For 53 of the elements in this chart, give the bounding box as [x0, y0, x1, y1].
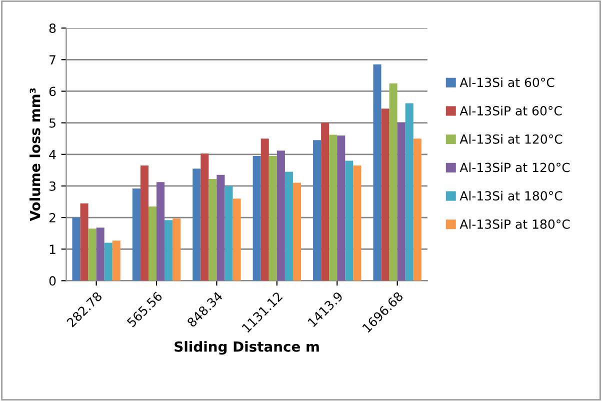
- bar: [80, 203, 88, 281]
- bar: [224, 186, 233, 281]
- bar: [313, 140, 322, 281]
- y-tick-label: 8: [49, 24, 56, 33]
- bar: [284, 172, 293, 281]
- bar: [140, 165, 148, 281]
- bar: [104, 242, 112, 281]
- bar: [337, 135, 346, 281]
- bar: [216, 174, 225, 281]
- bar: [268, 156, 277, 281]
- y-tick-label: 5: [50, 118, 56, 128]
- legend-label: Al-13SiP at 60°C: [460, 106, 562, 116]
- y-tick-label: 2: [49, 213, 56, 222]
- bar: [353, 165, 362, 281]
- bar: [397, 122, 406, 281]
- bar: [72, 218, 80, 281]
- bar: [232, 198, 241, 281]
- bar: [156, 182, 165, 281]
- y-axis-title: Volume loss mm³: [30, 88, 40, 222]
- bar: [373, 64, 382, 281]
- y-tick-label: 0: [49, 276, 56, 286]
- bar: [132, 188, 140, 281]
- y-tick-label: 3: [50, 181, 56, 191]
- legend-label: Al-13Si at 180°C: [460, 190, 562, 201]
- bar: [164, 220, 173, 281]
- bar: [321, 122, 330, 281]
- y-tick-label: 7: [50, 55, 56, 64]
- bar: [252, 156, 261, 281]
- bar: [345, 160, 354, 281]
- bar: [208, 179, 217, 281]
- bar: [405, 103, 414, 281]
- x-axis-title: Sliding Distance m: [174, 341, 319, 355]
- y-tick-label: 4: [49, 150, 56, 160]
- legend-label: Al-13Si at 120°C: [460, 134, 562, 144]
- bar: [260, 138, 269, 281]
- bar: [148, 206, 157, 281]
- y-tick-label: 6: [49, 86, 56, 96]
- bar: [389, 83, 398, 281]
- bar: [276, 150, 285, 281]
- y-tick-label: 1: [50, 244, 56, 254]
- bar: [292, 182, 301, 281]
- bar: [329, 134, 338, 281]
- bar: [381, 108, 390, 281]
- bar: [96, 228, 104, 281]
- bar: [172, 218, 181, 281]
- bar: [413, 138, 422, 281]
- bar: [192, 168, 201, 281]
- bar: [200, 153, 209, 281]
- legend-label: Al-13SiP at 120°C: [460, 162, 570, 172]
- bar: [88, 228, 96, 281]
- legend-label: Al-13SiP at 180°C: [460, 219, 570, 229]
- legend-label: Al-13Si at 60°C: [460, 77, 554, 88]
- bar: [112, 240, 120, 281]
